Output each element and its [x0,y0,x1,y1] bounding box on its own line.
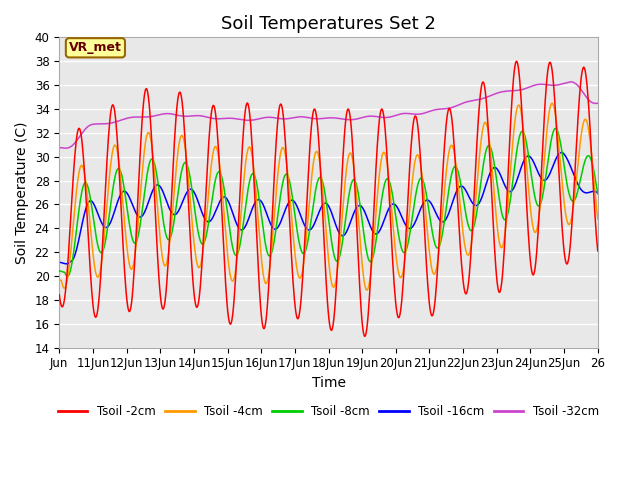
Text: VR_met: VR_met [69,41,122,54]
Y-axis label: Soil Temperature (C): Soil Temperature (C) [15,121,29,264]
X-axis label: Time: Time [312,376,346,390]
Legend: Tsoil -2cm, Tsoil -4cm, Tsoil -8cm, Tsoil -16cm, Tsoil -32cm: Tsoil -2cm, Tsoil -4cm, Tsoil -8cm, Tsoi… [53,400,604,422]
Title: Soil Temperatures Set 2: Soil Temperatures Set 2 [221,15,436,33]
